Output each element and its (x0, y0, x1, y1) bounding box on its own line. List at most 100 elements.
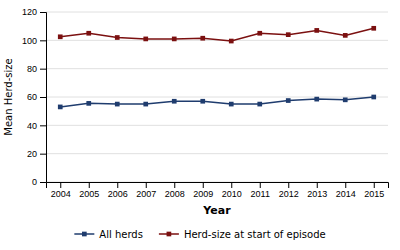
point (371, 26, 376, 31)
tick-mark (40, 97, 46, 98)
tick-label: 2014 (336, 189, 356, 199)
tick-mark (174, 182, 175, 188)
tick-label: 2010 (222, 189, 242, 199)
tick-label: 100 (22, 36, 37, 46)
tick-mark (40, 154, 46, 155)
series-line (60, 97, 374, 107)
tick-mark (317, 182, 318, 188)
tick-mark (260, 182, 261, 188)
tick: 2015 (364, 182, 384, 199)
tick-label: 2009 (193, 189, 213, 199)
tick-label: 2005 (79, 189, 99, 199)
axis-line (47, 183, 389, 189)
legend-label: Herd-size at start of episode (184, 229, 326, 240)
legend-item: Herd-size at start of episode (159, 229, 326, 240)
y-axis: 0 20 40 60 80 100 120 (22, 7, 47, 187)
point (143, 37, 148, 42)
tick-label: 2015 (364, 189, 384, 199)
tick-mark (89, 182, 90, 188)
tick-mark (60, 182, 61, 188)
tick: 2005 (79, 182, 99, 199)
tick-mark (345, 182, 346, 188)
tick: 100 (22, 36, 46, 46)
legend-marker (82, 232, 87, 237)
point (286, 98, 291, 103)
tick-mark (40, 182, 46, 183)
tick-mark (146, 182, 147, 188)
legend: All herds Herd-size at start of episode (74, 229, 325, 240)
tick-mark (231, 182, 232, 188)
x-axis: 2004 2005 2006 2007 2008 2009 2010 2011 2012 2013… (47, 182, 389, 199)
tick: 2008 (165, 182, 185, 199)
grid-line (46, 153, 388, 154)
point (229, 102, 234, 107)
point (115, 102, 120, 107)
point (172, 99, 177, 104)
chart-container: 2004 2005 2006 2007 2008 2009 2010 2011 2012 2013… (0, 0, 400, 250)
point (200, 36, 205, 41)
tick: 2014 (336, 182, 356, 199)
tick: 2007 (136, 182, 156, 199)
tick-label: 20 (27, 149, 37, 159)
point (143, 102, 148, 107)
tick-label: 2007 (136, 189, 156, 199)
point (172, 37, 177, 42)
tick-mark (40, 40, 46, 41)
marks (58, 26, 376, 109)
point (86, 31, 91, 36)
tick: 2006 (108, 182, 128, 199)
point (58, 34, 63, 39)
grid-line (46, 68, 388, 69)
grid-line (46, 97, 388, 98)
grid-line (46, 125, 388, 126)
tick-mark (40, 69, 46, 70)
point (286, 32, 291, 37)
tick-label: 2012 (279, 189, 299, 199)
point (257, 102, 262, 107)
tick-label: 2006 (108, 189, 128, 199)
tick-label: 120 (22, 7, 37, 17)
tick-label: 2008 (165, 189, 185, 199)
tick: 60 (27, 92, 46, 102)
point (371, 95, 376, 100)
tick-mark (40, 12, 46, 13)
tick: 40 (27, 121, 46, 131)
tick-mark (203, 182, 204, 188)
x-axis-title: Year (202, 204, 231, 217)
tick: 2013 (307, 182, 327, 199)
point (257, 31, 262, 36)
tick-label: 2013 (307, 189, 327, 199)
tick-mark (288, 182, 289, 188)
tick: 2004 (51, 182, 71, 199)
tick-mark (40, 125, 46, 126)
plot: 2004 2005 2006 2007 2008 2009 2010 2011 2012 2013… (22, 7, 389, 199)
tick: 2010 (222, 182, 242, 199)
point (229, 39, 234, 44)
tick: 20 (27, 149, 46, 159)
tick: 2011 (251, 182, 270, 199)
point (58, 105, 63, 110)
tick-mark (374, 182, 375, 188)
point (200, 99, 205, 104)
series-line (60, 28, 374, 41)
grid (46, 12, 388, 182)
point (86, 101, 91, 106)
tick: 120 (22, 7, 46, 17)
point (314, 28, 319, 33)
tick-label: 2011 (251, 189, 270, 199)
y-axis-title: Mean Herd-size (3, 58, 14, 135)
grid-line (46, 12, 388, 13)
tick: 2009 (193, 182, 213, 199)
legend-item: All herds (74, 229, 143, 240)
tick-label: 80 (27, 64, 37, 74)
legend-marker (167, 232, 172, 237)
tick: 0 (32, 177, 46, 187)
point (343, 33, 348, 38)
tick-label: 0 (32, 177, 37, 187)
point (343, 97, 348, 102)
tick: 2012 (279, 182, 299, 199)
tick: 80 (27, 64, 46, 74)
axis-line (40, 13, 47, 183)
tick-label: 40 (27, 121, 37, 131)
tick-label: 2004 (51, 189, 71, 199)
